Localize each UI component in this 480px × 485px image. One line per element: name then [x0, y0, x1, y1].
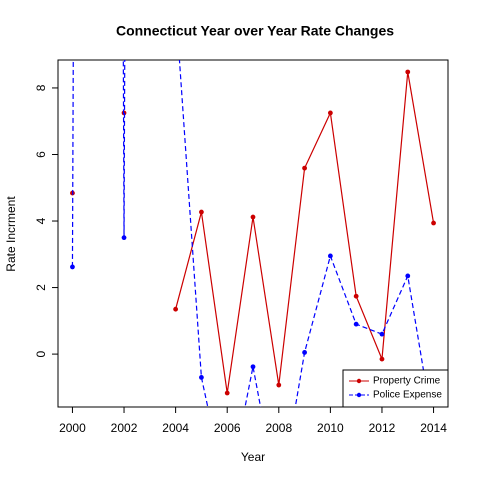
plot-frame — [57, 59, 449, 408]
y-tick-label: 4 — [34, 217, 48, 224]
data-point — [405, 273, 411, 279]
x-tick-label: 2002 — [111, 421, 138, 435]
plot-area — [70, 60, 436, 407]
x-tick-label: 2012 — [369, 421, 396, 435]
data-point — [379, 356, 385, 362]
y-tick-label: 8 — [34, 84, 48, 91]
legend-label: Property Crime — [373, 376, 441, 387]
legend-box — [342, 369, 449, 408]
x-tick-label: 2000 — [59, 421, 86, 435]
y-tick-label: 2 — [34, 284, 48, 291]
data-point — [199, 209, 204, 215]
data-point — [250, 214, 256, 220]
data-point — [327, 110, 333, 116]
data-point — [431, 220, 436, 226]
data-point — [199, 374, 204, 380]
x-tick-label: 2010 — [317, 421, 344, 435]
data-point — [353, 293, 359, 299]
data-point — [302, 165, 307, 171]
x-tick-label: 2004 — [162, 421, 189, 435]
legend-label: Police Expense — [373, 390, 442, 401]
data-point — [224, 390, 230, 396]
legend-marker — [356, 378, 362, 384]
data-point — [405, 69, 411, 75]
data-point — [173, 306, 179, 312]
x-tick-label: 2006 — [214, 421, 241, 435]
data-point — [302, 350, 307, 355]
x-axis-label: Year — [241, 450, 265, 464]
data-point — [250, 364, 256, 370]
chart-title: Connecticut Year over Year Rate Changes — [116, 23, 394, 39]
legend-marker — [356, 392, 362, 398]
data-point — [327, 253, 333, 259]
data-point — [353, 321, 359, 327]
y-axis-label: Rate Incrment — [4, 196, 18, 272]
data-point — [121, 235, 127, 241]
y-tick-label: 0 — [34, 350, 48, 357]
data-point — [276, 382, 282, 388]
data-point — [379, 331, 385, 337]
data-point — [70, 264, 75, 270]
series-line — [71, 60, 431, 407]
x-tick-label: 2014 — [420, 421, 447, 435]
x-tick-label: 2008 — [265, 421, 292, 435]
y-tick-label: 6 — [34, 151, 48, 158]
